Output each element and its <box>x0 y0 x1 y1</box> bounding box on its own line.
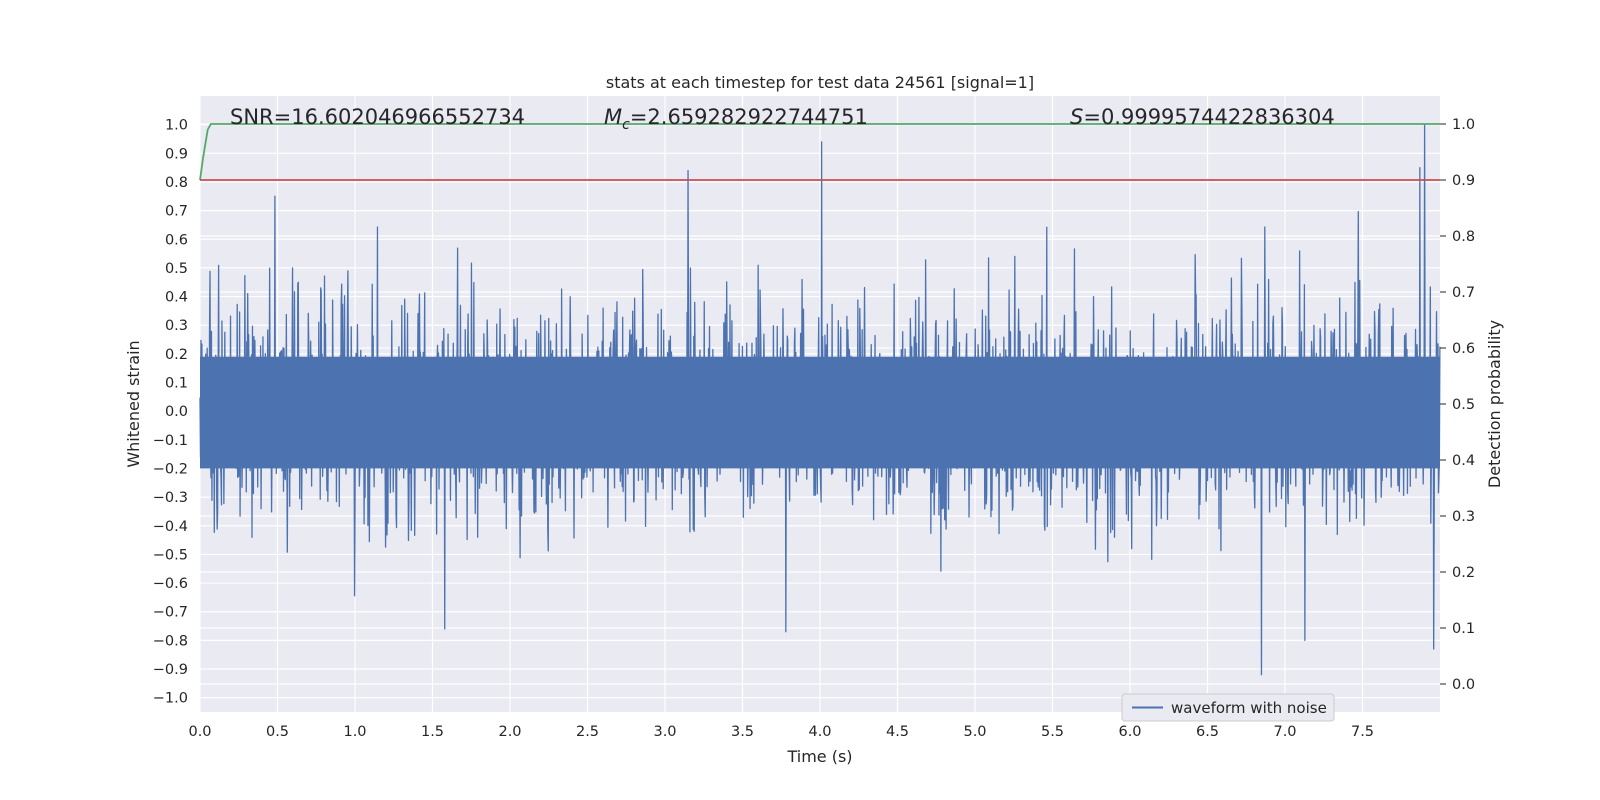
left-y-tick-label: −0.5 <box>153 547 188 563</box>
right-y-tick-label: 0.7 <box>1452 285 1475 301</box>
left-y-tick-label: 1.0 <box>165 118 188 134</box>
x-tick-label: 5.5 <box>1041 724 1064 740</box>
x-tick-label: 6.5 <box>1196 724 1219 740</box>
left-y-tick-label: 0.8 <box>165 175 188 191</box>
s-annotation: S=0.9999574422836304 <box>1070 105 1335 129</box>
left-y-tick-label: −0.2 <box>153 461 188 477</box>
left-y-tick-label: 0.0 <box>165 404 188 420</box>
s-symbol: S <box>1070 105 1083 129</box>
x-tick-label: 3.0 <box>653 724 676 740</box>
x-tick-label: 5.0 <box>963 724 986 740</box>
x-tick-label: 2.0 <box>498 724 521 740</box>
x-tick-label: 0.0 <box>188 724 211 740</box>
right-y-tick-label: 0.4 <box>1452 453 1475 469</box>
waveform-band <box>200 356 1440 469</box>
right-y-tick-label: 0.1 <box>1452 621 1475 637</box>
left-y-tick-label: 0.2 <box>165 347 188 363</box>
x-tick-label: 1.5 <box>421 724 444 740</box>
legend: waveform with noise <box>1121 693 1335 722</box>
x-tick-label: 3.5 <box>731 724 754 740</box>
left-y-tick-label: −0.4 <box>153 519 188 535</box>
left-y-tick-label: −0.8 <box>153 633 188 649</box>
left-y-tick-label: −0.1 <box>153 433 188 449</box>
left-y-tick-label: 0.3 <box>165 318 188 334</box>
x-tick-label: 7.0 <box>1273 724 1296 740</box>
mc-symbol: M <box>604 105 622 129</box>
right-y-tick-label: 0.6 <box>1452 341 1475 357</box>
x-tick-label: 0.5 <box>266 724 289 740</box>
x-tick-label: 4.0 <box>808 724 831 740</box>
right-y-tick-label: 0.9 <box>1452 173 1475 189</box>
left-y-tick-label: −0.7 <box>153 605 188 621</box>
mc-annotation: Mc=2.659282922744751 <box>604 105 868 133</box>
left-y-tick-label: 0.7 <box>165 204 188 220</box>
right-y-axis-label: Detection probability <box>1485 320 1504 488</box>
x-tick-label: 6.0 <box>1118 724 1141 740</box>
left-y-axis-ticks: 1.0 0.9 0.8 0.7 0.6 0.5 0.4 0.3 0.2 0.1 0.0 −0.1 −0.… <box>153 118 188 707</box>
right-y-tick-label: 0.5 <box>1452 397 1475 413</box>
x-axis-label: Time (s) <box>786 747 852 766</box>
chart-title: stats at each timestep for test data 245… <box>606 73 1034 92</box>
right-y-axis-ticks: 1.0 0.9 0.8 0.7 0.6 0.5 0.4 0.3 0.2 0.1 0.0 <box>1440 117 1475 693</box>
legend-label-waveform: waveform with noise <box>1171 699 1327 717</box>
snr-annotation: SNR=16.602046966552734 <box>230 105 525 129</box>
x-axis-ticks: 0.0 0.5 1.0 1.5 2.0 2.5 3.0 3.5 4.0 4.5 5.0 5.5 6.0 6… <box>188 724 1374 740</box>
right-y-tick-label: 0.8 <box>1452 229 1475 245</box>
left-y-tick-label: 0.1 <box>165 376 188 392</box>
left-y-tick-label: −0.9 <box>153 662 188 678</box>
right-y-tick-label: 0.3 <box>1452 509 1475 525</box>
s-value: =0.9999574422836304 <box>1083 105 1334 129</box>
left-y-tick-label: −0.6 <box>153 576 188 592</box>
right-y-tick-label: 0.2 <box>1452 565 1475 581</box>
x-tick-label: 4.5 <box>886 724 909 740</box>
left-y-tick-label: −0.3 <box>153 490 188 506</box>
left-y-tick-label: 0.6 <box>165 232 188 248</box>
legend-box <box>1121 693 1335 722</box>
left-y-axis-label: Whitened strain <box>124 340 143 467</box>
left-y-tick-label: 0.4 <box>165 290 188 306</box>
left-y-tick-label: 0.5 <box>165 261 188 277</box>
x-tick-label: 1.0 <box>343 724 366 740</box>
left-y-tick-label: 0.9 <box>165 146 188 162</box>
left-y-tick-label: −1.0 <box>153 691 188 707</box>
right-y-tick-label: 0.0 <box>1452 677 1475 693</box>
mc-subscript: c <box>622 117 630 133</box>
right-y-tick-label: 1.0 <box>1452 117 1475 133</box>
detection-probability-line <box>199 123 1440 181</box>
x-tick-label: 2.5 <box>576 724 599 740</box>
x-tick-label: 7.5 <box>1351 724 1374 740</box>
mc-value: =2.659282922744751 <box>630 105 868 129</box>
probability-series <box>199 123 1440 181</box>
waveform-series <box>199 124 1441 676</box>
